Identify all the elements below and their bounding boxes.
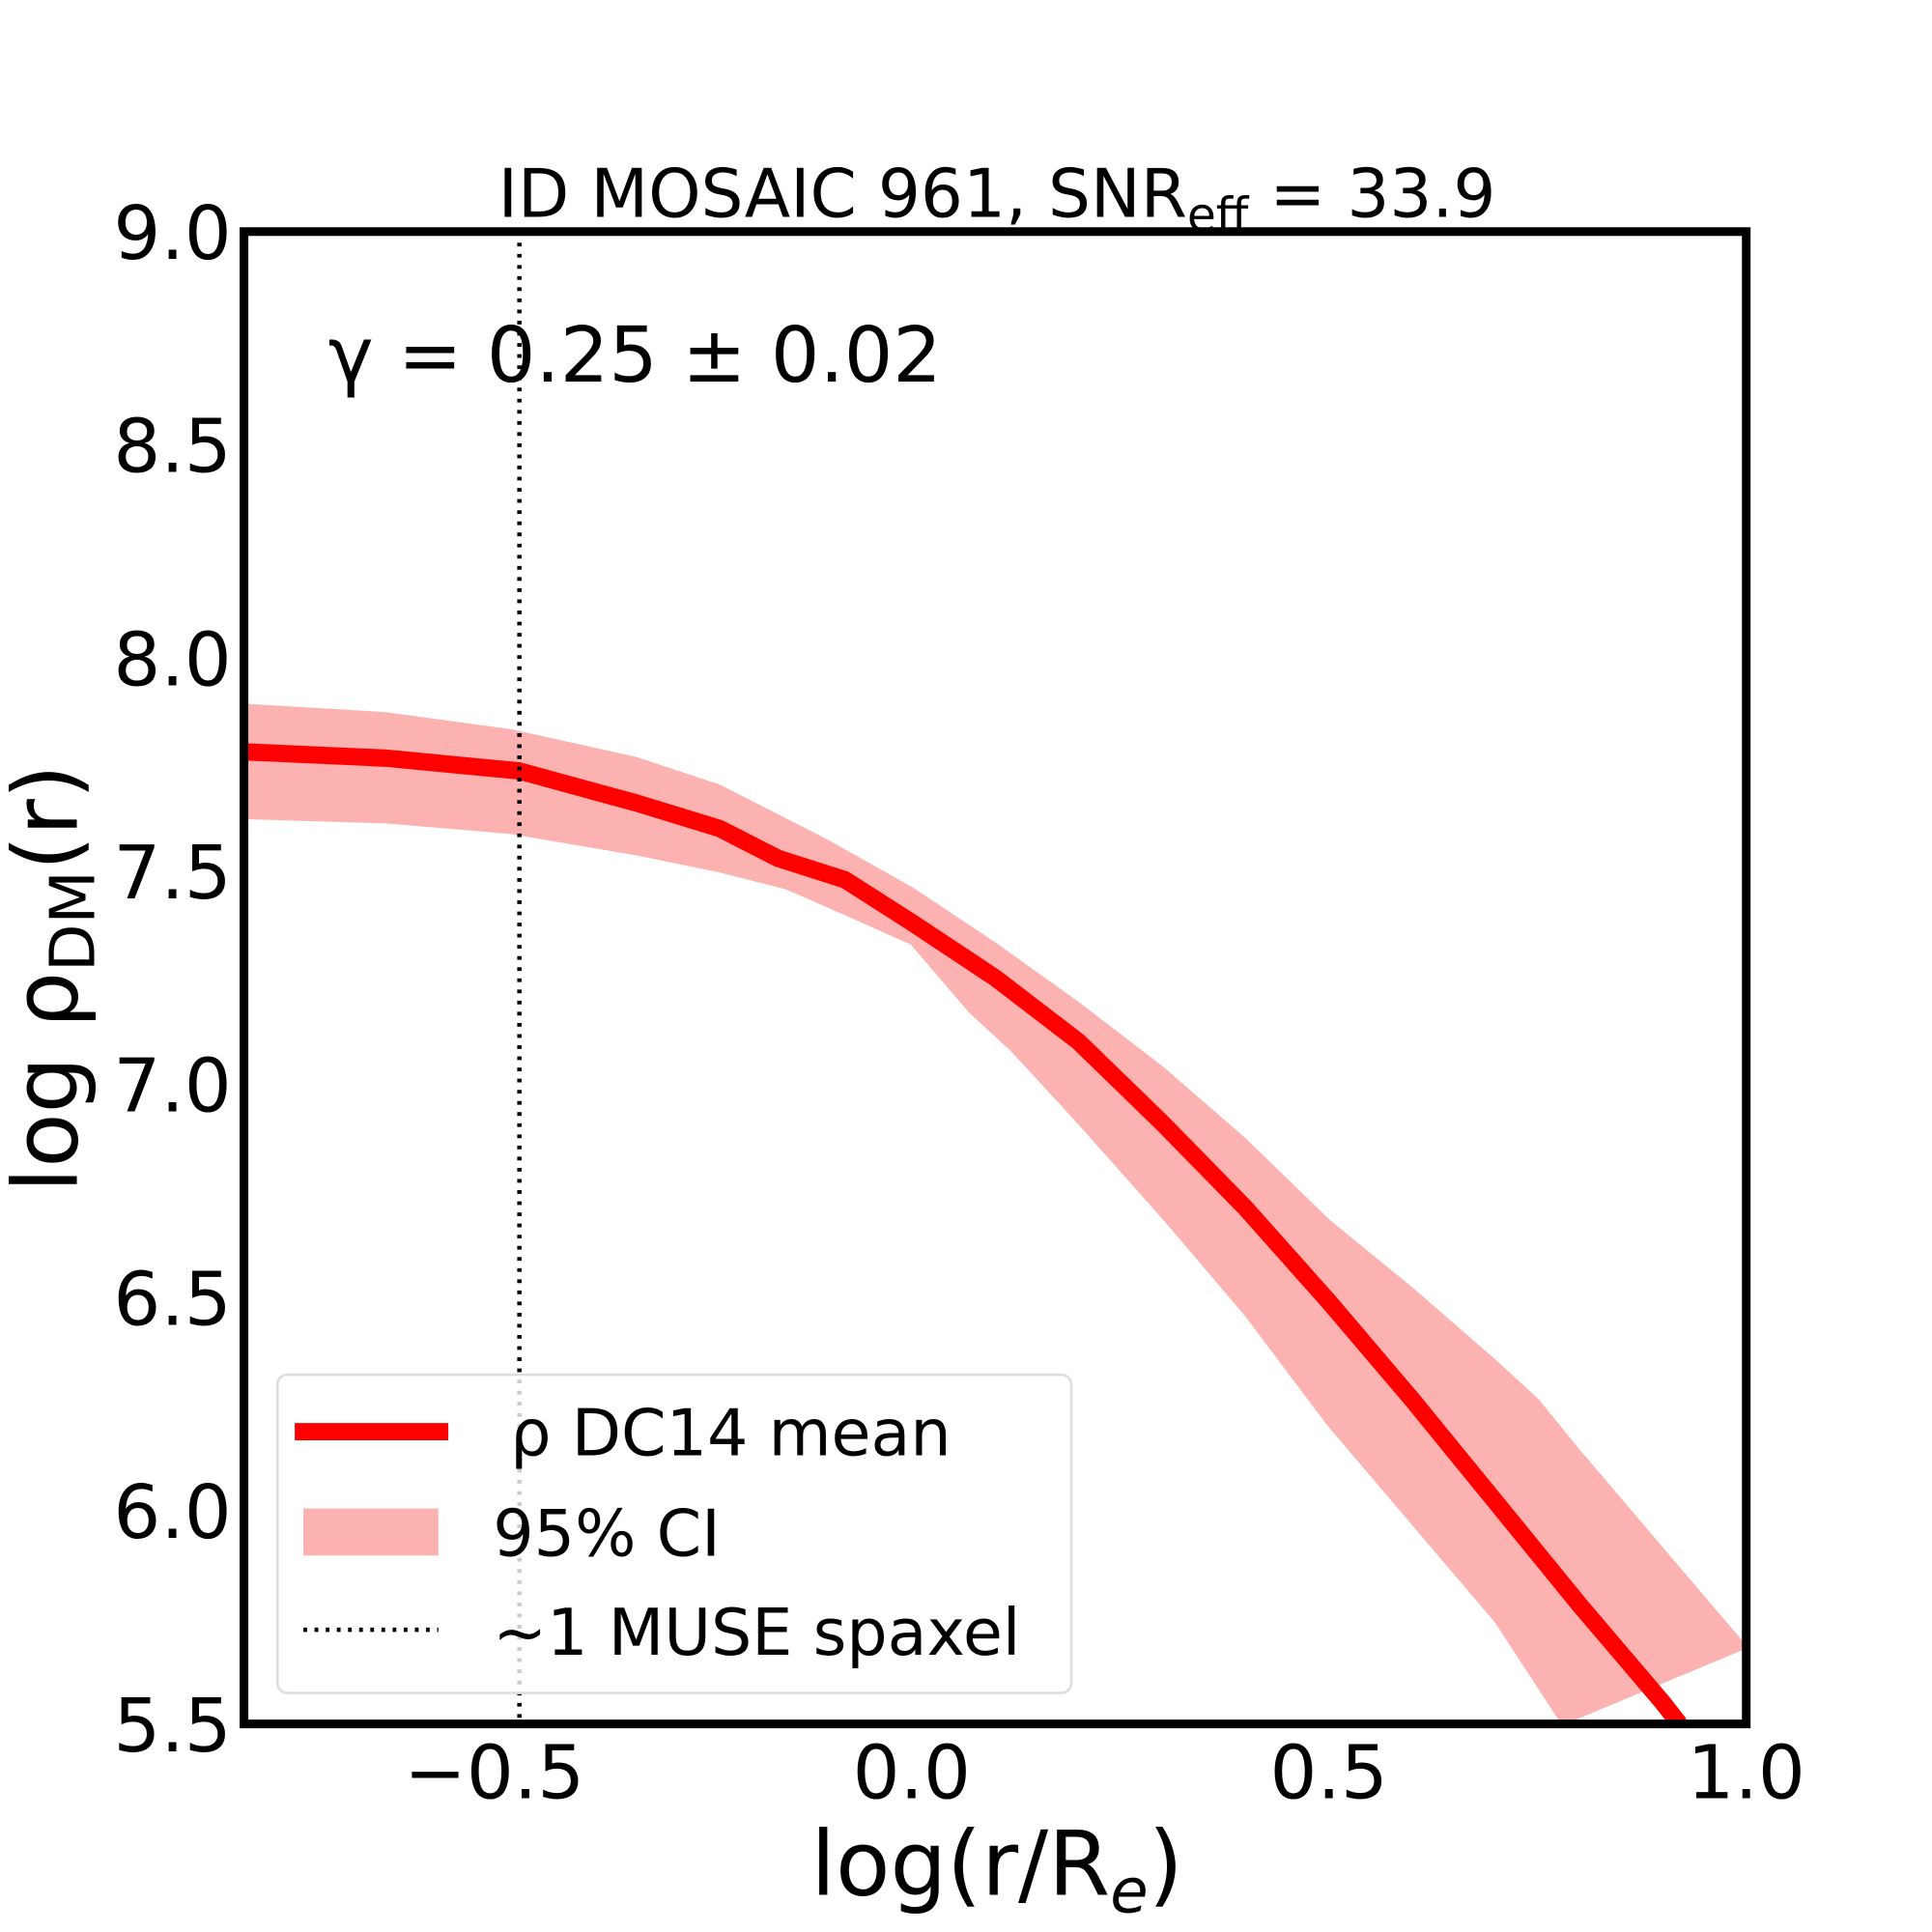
legend-ci-swatch — [303, 1508, 439, 1556]
axes-frame — [240, 227, 1751, 1729]
y-tick-label: 7.0 — [113, 1044, 231, 1130]
x-tick-label: 1.0 — [1688, 1731, 1805, 1817]
legend: ρ DC14 mean 95% CI ~1 MUSE spaxel — [275, 1373, 1073, 1694]
tick-labels: −0.5 0.0 0.5 1.0 5.5 6.0 6.5 7.0 7.5 8.0 8.5 9.0 — [113, 191, 1804, 1817]
y-tick-label: 6.5 — [113, 1257, 231, 1343]
x-tick-label: 0.5 — [1270, 1731, 1388, 1817]
x-tick-label: −0.5 — [404, 1731, 584, 1817]
legend-vline-label: ~1 MUSE spaxel — [493, 1595, 1020, 1670]
mean-line — [243, 743, 1687, 1724]
gamma-annotation: γ = 0.25 ± 0.02 — [328, 310, 942, 400]
chart-title: ID MOSAIC 961, SNReff = 33.9 — [498, 156, 1496, 242]
legend-ci-label: 95% CI — [493, 1495, 721, 1571]
y-tick-label: 8.5 — [113, 405, 231, 491]
x-tick-label: 0.0 — [853, 1731, 971, 1817]
y-tick-label: 5.5 — [113, 1684, 231, 1770]
y-tick-label: 6.0 — [113, 1470, 231, 1556]
y-tick-label: 8.0 — [113, 617, 231, 703]
y-axis-label: log ρDM(r) — [0, 764, 109, 1192]
plot-area — [243, 231, 1747, 1724]
y-tick-label: 9.0 — [113, 191, 231, 277]
legend-mean-label: ρ DC14 mean — [510, 1395, 951, 1470]
x-axis-label: log(r/Re) — [810, 1812, 1182, 1928]
y-tick-label: 7.5 — [113, 831, 231, 917]
legend-box — [275, 1373, 1073, 1694]
